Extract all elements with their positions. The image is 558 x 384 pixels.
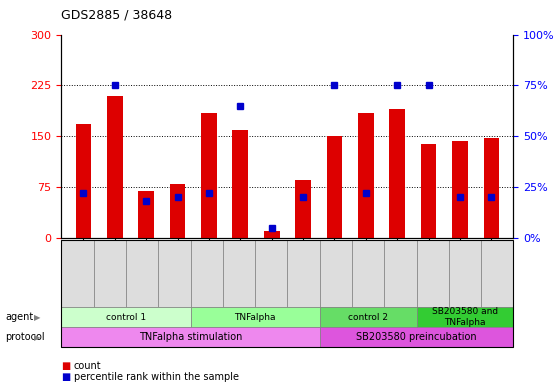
Text: GDS2885 / 38648: GDS2885 / 38648 — [61, 8, 172, 21]
Text: protocol: protocol — [6, 332, 45, 342]
Text: ▶: ▶ — [34, 313, 41, 322]
Bar — [264, 231, 280, 238]
Text: percentile rank within the sample: percentile rank within the sample — [74, 372, 239, 382]
Bar — [326, 136, 342, 238]
Text: TNFalpha: TNFalpha — [234, 313, 276, 322]
Text: ■: ■ — [61, 361, 71, 371]
Bar — [201, 113, 217, 238]
Text: TNFalpha stimulation: TNFalpha stimulation — [139, 332, 242, 342]
Bar — [295, 180, 311, 238]
Text: control 1: control 1 — [106, 313, 146, 322]
Text: control 2: control 2 — [348, 313, 388, 322]
Bar — [358, 113, 374, 238]
Bar — [484, 138, 499, 238]
Bar — [170, 184, 185, 238]
Bar — [452, 141, 468, 238]
Bar — [75, 124, 91, 238]
Bar — [389, 109, 405, 238]
Text: ▶: ▶ — [34, 333, 41, 342]
Bar — [233, 129, 248, 238]
Bar — [138, 190, 154, 238]
Text: SB203580 preincubation: SB203580 preincubation — [356, 332, 477, 342]
Text: agent: agent — [6, 312, 34, 322]
Text: SB203580 and
TNFalpha: SB203580 and TNFalpha — [432, 308, 498, 327]
Text: ■: ■ — [61, 372, 71, 382]
Bar — [107, 96, 123, 238]
Bar — [421, 144, 436, 238]
Text: count: count — [74, 361, 102, 371]
